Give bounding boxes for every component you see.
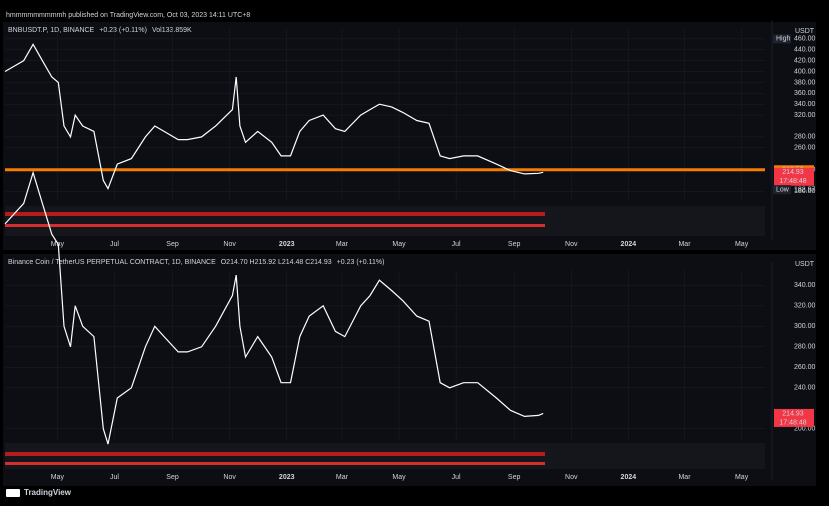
currency: USDT [795, 261, 815, 268]
y-tick-label: 360.00 [794, 90, 816, 97]
x-tick-label: 2024 [621, 474, 637, 481]
x-tick-label: May [51, 474, 65, 481]
chart-title: Binance Coin / TetherUS PERPETUAL CONTRA… [8, 259, 216, 266]
high-badge [773, 34, 791, 44]
countdown: 17:48:48 [779, 178, 806, 185]
y-tick-label: 340.00 [794, 101, 816, 108]
x-tick-label: Nov [565, 241, 578, 248]
legend-change: +0.23 (+0.11%) [337, 259, 385, 266]
x-tick-label: Jul [452, 474, 461, 481]
x-tick-label: Nov [565, 474, 578, 481]
y-tick-label: 440.00 [794, 47, 816, 54]
x-tick-label: Sep [166, 241, 179, 248]
header: hmmmmmmmmmh published on TradingView.com… [6, 12, 250, 19]
logo-icon [6, 489, 20, 497]
low-label: Low [776, 187, 790, 194]
indicator-bar [5, 224, 545, 227]
chart-title: BNBUSDT.P, 1D, BINANCE [8, 27, 95, 34]
y-tick-label: 180.00 [794, 188, 816, 195]
y-tick-label: 320.00 [794, 112, 816, 119]
y-tick-label: 320.00 [794, 303, 816, 310]
price-line-series [4, 43, 544, 190]
x-tick-label: 2024 [621, 241, 637, 248]
x-tick-label: Nov [223, 474, 236, 481]
y-tick-label: 380.00 [794, 79, 816, 86]
y-tick-label: 280.00 [794, 344, 816, 351]
x-tick-label: Nov [223, 241, 236, 248]
x-tick-label: Sep [508, 241, 521, 248]
y-tick-label: 260.00 [794, 364, 816, 371]
x-tick-label: Mar [336, 474, 349, 481]
x-tick-label: 2023 [279, 474, 295, 481]
x-tick-label: May [735, 474, 749, 481]
indicator-bar [5, 212, 545, 216]
y-tick-label: 420.00 [794, 58, 816, 65]
low-badge [773, 185, 791, 195]
price-line-series [4, 170, 544, 445]
low-value: 182.97 [794, 187, 816, 194]
x-tick-label: Jul [110, 474, 119, 481]
x-tick-label: Sep [166, 474, 179, 481]
x-tick-label: 2023 [279, 241, 295, 248]
y-tick-label: 240.00 [794, 385, 816, 392]
y-tick-label: 340.00 [794, 282, 816, 289]
currency: USDT [795, 28, 815, 35]
x-tick-label: Sep [508, 474, 521, 481]
legend-ohlc: O214.70 H215.92 L214.48 C214.93 [221, 259, 332, 266]
y-tick-label: 400.00 [794, 68, 816, 75]
last-price-badge [774, 408, 814, 427]
legend-volume: Vol133.859K [152, 27, 192, 34]
countdown: 17:48:48 [779, 419, 806, 426]
x-tick-label: May [392, 241, 406, 248]
y-tick-label: 460.00 [794, 36, 816, 43]
x-tick-label: Mar [678, 241, 691, 248]
x-tick-label: Mar [336, 241, 349, 248]
x-tick-label: Jul [452, 241, 461, 248]
last-price: 214.93 [782, 410, 804, 417]
indicator-pane [5, 206, 765, 236]
y-tick-label: 300.00 [794, 323, 816, 330]
x-tick-label: May [392, 474, 406, 481]
last-price: 214.93 [782, 169, 804, 176]
x-tick-label: Mar [678, 474, 691, 481]
indicator-bar [5, 452, 545, 456]
y-tick-label: 200.00 [794, 426, 816, 433]
last-price-badge [774, 167, 814, 186]
y-tick-label: 280.00 [794, 134, 816, 141]
footer-logo: TradingView [24, 488, 72, 497]
y-tick-label: 260.00 [794, 145, 816, 152]
x-tick-label: Jul [110, 241, 119, 248]
x-tick-label: May [735, 241, 749, 248]
legend-change: +0.23 (+0.11%) [99, 27, 147, 34]
indicator-bar [5, 462, 545, 465]
high-label: High [776, 36, 791, 43]
